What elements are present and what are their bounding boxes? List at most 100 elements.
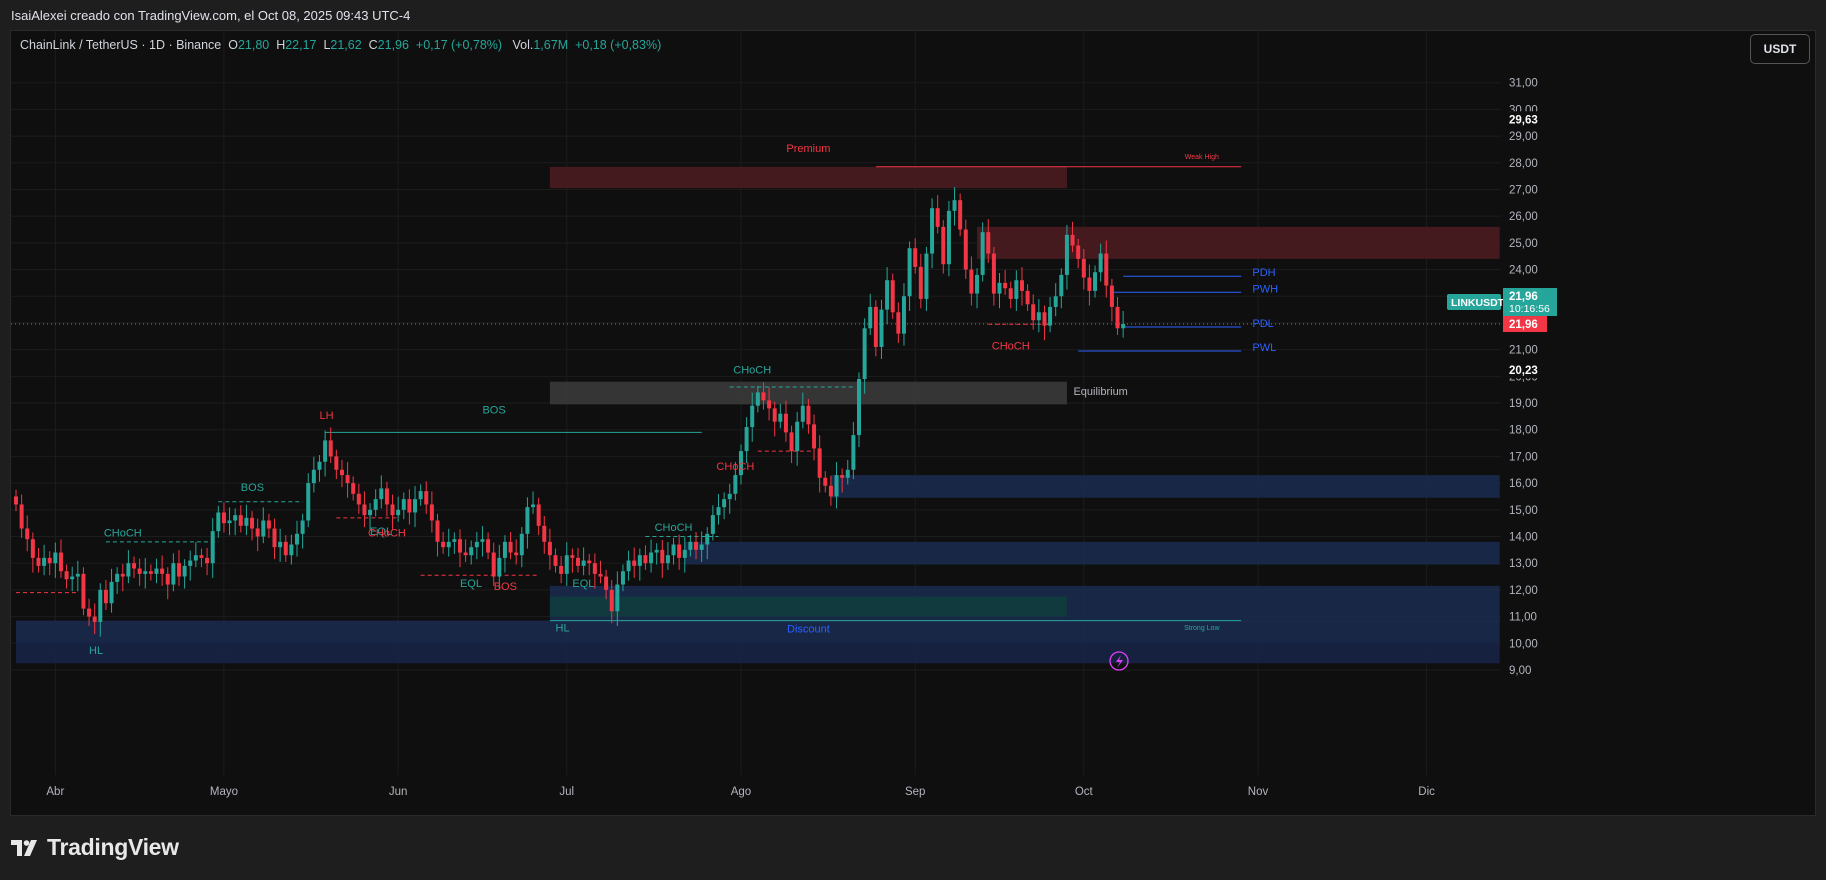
- candle-body: [649, 552, 654, 564]
- candle-body: [907, 248, 912, 297]
- candle-body: [103, 589, 108, 604]
- x-tick-label: Jul: [559, 786, 574, 798]
- candle-body: [918, 266, 923, 299]
- high-label: H: [276, 38, 286, 52]
- candle-body: [615, 584, 620, 612]
- candle-body: [767, 400, 772, 409]
- candle-body: [480, 539, 485, 542]
- annotation-choch: CHoCH: [104, 528, 142, 540]
- candle-body: [812, 424, 817, 449]
- candle-body: [446, 541, 451, 548]
- equilibrium-zone: [549, 381, 1067, 405]
- candle-body: [205, 557, 210, 564]
- candle-body: [165, 573, 170, 585]
- annotation-lh: LH: [319, 410, 333, 422]
- candle-body: [193, 555, 198, 561]
- x-tick-label: Sep: [905, 786, 925, 798]
- candle-body: [1048, 306, 1053, 326]
- x-tick-label: Abr: [46, 786, 64, 798]
- open-value: 21,80: [237, 38, 270, 52]
- candle-body: [227, 520, 232, 524]
- y-tick-label: 19,00: [1509, 398, 1538, 410]
- candle-body: [508, 541, 513, 553]
- candle-body: [924, 253, 929, 299]
- candle-body: [396, 509, 401, 516]
- candle-body: [817, 448, 822, 478]
- candle-body: [92, 616, 97, 622]
- candle-body: [851, 435, 856, 470]
- candle-body: [289, 544, 294, 556]
- candle-body: [958, 200, 963, 230]
- chart-area[interactable]: Premium Weak High Equilibrium Discount Stron…: [10, 30, 1816, 816]
- annotation-hl: HL: [89, 645, 103, 657]
- candle-body: [755, 392, 760, 406]
- candle-body: [1019, 280, 1024, 291]
- candle-body: [1093, 272, 1098, 291]
- candle-body: [677, 544, 682, 558]
- candle-body: [890, 280, 895, 313]
- candle-body: [1076, 245, 1081, 259]
- last-price-label: 21,96: [1509, 291, 1538, 303]
- annotation-pwh: PWH: [1252, 283, 1278, 295]
- candle-body: [598, 573, 603, 577]
- tradingview-logo-text: TradingView: [47, 833, 179, 860]
- candle-body: [486, 539, 491, 553]
- candle-body: [334, 456, 339, 470]
- annotation-eql: EQL: [460, 578, 482, 590]
- candle-body: [1025, 290, 1030, 305]
- candle-body: [738, 451, 743, 476]
- price-chart[interactable]: Premium Weak High Equilibrium Discount Stron…: [11, 31, 1815, 815]
- candle-body: [542, 525, 547, 542]
- candle-body: [30, 539, 35, 558]
- candle-body: [991, 253, 996, 294]
- candle-body: [823, 477, 828, 486]
- candle-body: [975, 274, 980, 294]
- lightning-icon: [1109, 651, 1129, 671]
- candle-body: [469, 547, 474, 556]
- candle-body: [626, 560, 631, 572]
- lightning-bolt-icon: [1116, 655, 1123, 668]
- candle-body: [81, 573, 86, 609]
- low-value: 21,62: [330, 38, 362, 52]
- y-tick-label: 21,00: [1509, 345, 1538, 357]
- y-tick-label: 16,00: [1509, 478, 1538, 490]
- x-tick-label: Nov: [1248, 786, 1269, 798]
- candle-body: [53, 552, 58, 564]
- x-tick-label: Dic: [1418, 786, 1435, 798]
- candle-body: [255, 528, 260, 537]
- tradingview-logo[interactable]: TradingView: [11, 832, 179, 862]
- symbol-name[interactable]: ChainLink / TetherUS · 1D · Binance: [20, 38, 222, 52]
- candle-body: [868, 306, 873, 329]
- candle-body: [559, 565, 564, 574]
- candle-body: [828, 485, 833, 497]
- annotation-choch: CHoCH: [733, 365, 771, 377]
- candle-body: [441, 541, 446, 548]
- candle-body: [356, 493, 361, 505]
- candle-body: [238, 515, 243, 526]
- currency-button[interactable]: USDT: [1750, 34, 1810, 64]
- candle-body: [778, 413, 783, 422]
- candle-body: [1115, 306, 1120, 329]
- y-tick-label: 15,00: [1509, 505, 1538, 517]
- candle-body: [840, 475, 845, 478]
- price-countdown-bg: [1503, 288, 1557, 317]
- attribution-bar: IsaiAlexei creado con TradingView.com, e…: [0, 0, 1826, 30]
- candle-body: [126, 563, 131, 577]
- candle-body: [250, 517, 255, 529]
- candle-body: [300, 520, 305, 534]
- candle-body: [36, 557, 41, 566]
- x-tick-label: Oct: [1075, 786, 1094, 798]
- candle-body: [58, 552, 63, 572]
- symbol-tag-bg: [1447, 294, 1501, 311]
- annotation-choch: CHoCH: [716, 461, 754, 473]
- candle-body: [216, 512, 221, 532]
- candle-body: [502, 541, 507, 558]
- demand-zone-1: [830, 475, 1500, 498]
- candle-body: [283, 541, 288, 556]
- candle-body: [132, 563, 137, 569]
- candle-body: [547, 541, 552, 556]
- candle-body: [705, 533, 710, 545]
- candle-body: [727, 493, 732, 500]
- y-tick-label: 12,00: [1509, 585, 1538, 597]
- candle-body: [564, 555, 569, 574]
